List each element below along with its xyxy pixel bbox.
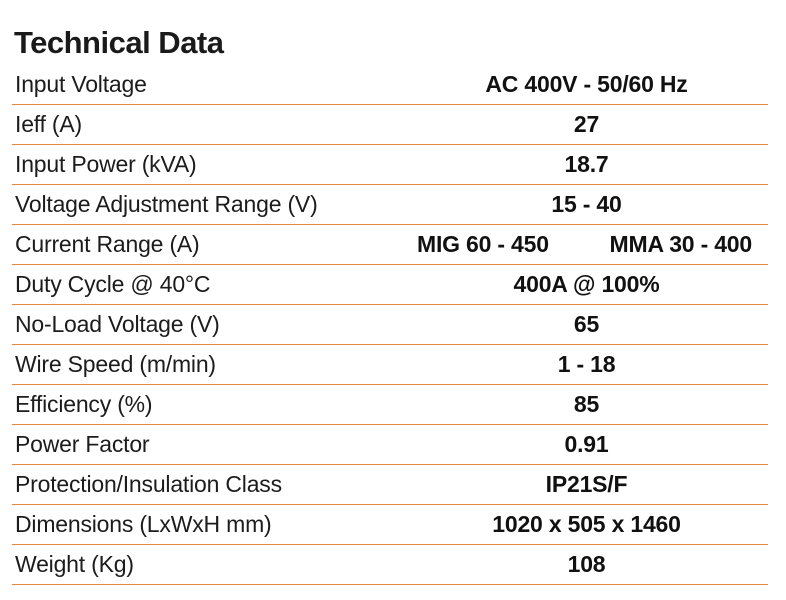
table-row: Power Factor 0.91 bbox=[12, 424, 768, 465]
row-value: 65 bbox=[405, 304, 768, 345]
row-label: Weight (Kg) bbox=[12, 544, 405, 585]
row-value: AC 400V - 50/60 Hz bbox=[405, 65, 768, 105]
mma-range-value: MMA 30 - 400 bbox=[609, 231, 753, 257]
row-value: IP21S/F bbox=[405, 464, 768, 505]
page-title: Technical Data bbox=[14, 25, 224, 60]
row-label: Dimensions (LxWxH mm) bbox=[12, 504, 405, 545]
table-row: Voltage Adjustment Range (V) 15 - 40 bbox=[12, 184, 768, 225]
row-label: Efficiency (%) bbox=[12, 384, 405, 425]
table-row: Wire Speed (m/min) 1 - 18 bbox=[12, 344, 768, 385]
row-label: Protection/Insulation Class bbox=[12, 464, 405, 505]
table-row: Protection/Insulation Class IP21S/F bbox=[12, 464, 768, 505]
row-label: Ieff (A) bbox=[12, 104, 405, 145]
table-row: Input Voltage AC 400V - 50/60 Hz bbox=[12, 65, 768, 105]
table-row: Current Range (A) MIG 60 - 450 MMA 30 - … bbox=[12, 224, 768, 265]
row-value: 27 bbox=[405, 104, 768, 145]
row-label: Duty Cycle @ 40°C bbox=[12, 264, 405, 305]
table-row: Efficiency (%) 85 bbox=[12, 384, 768, 425]
row-label: Power Factor bbox=[12, 424, 405, 465]
row-value: 1 - 18 bbox=[405, 344, 768, 385]
row-value: 0.91 bbox=[405, 424, 768, 465]
row-label: Input Power (kVA) bbox=[12, 144, 405, 185]
row-value: 18.7 bbox=[405, 144, 768, 185]
row-label: Voltage Adjustment Range (V) bbox=[12, 184, 405, 225]
table-row: Input Power (kVA) 18.7 bbox=[12, 144, 768, 185]
row-value: 15 - 40 bbox=[405, 184, 768, 225]
row-value: 400A @ 100% bbox=[405, 264, 768, 305]
spec-table: Input Voltage AC 400V - 50/60 Hz Ieff (A… bbox=[12, 65, 768, 585]
row-label: Wire Speed (m/min) bbox=[12, 344, 405, 385]
table-row: Duty Cycle @ 40°C 400A @ 100% bbox=[12, 264, 768, 305]
table-row: Ieff (A) 27 bbox=[12, 104, 768, 145]
table-row: Dimensions (LxWxH mm) 1020 x 505 x 1460 bbox=[12, 504, 768, 545]
current-range-values: MIG 60 - 450 MMA 30 - 400 bbox=[405, 231, 768, 258]
row-label: Current Range (A) bbox=[12, 224, 405, 265]
row-value: 108 bbox=[405, 544, 768, 585]
table-row: No-Load Voltage (V) 65 bbox=[12, 304, 768, 345]
mig-range-value: MIG 60 - 450 bbox=[417, 231, 549, 257]
technical-data-sheet: Technical Data Input Voltage AC 400V - 5… bbox=[12, 22, 768, 585]
row-value: 1020 x 505 x 1460 bbox=[405, 504, 768, 545]
row-value: MIG 60 - 450 MMA 30 - 400 bbox=[405, 224, 768, 265]
row-label: Input Voltage bbox=[12, 65, 405, 105]
table-row: Weight (Kg) 108 bbox=[12, 544, 768, 585]
row-value: 85 bbox=[405, 384, 768, 425]
row-label: No-Load Voltage (V) bbox=[12, 304, 405, 345]
